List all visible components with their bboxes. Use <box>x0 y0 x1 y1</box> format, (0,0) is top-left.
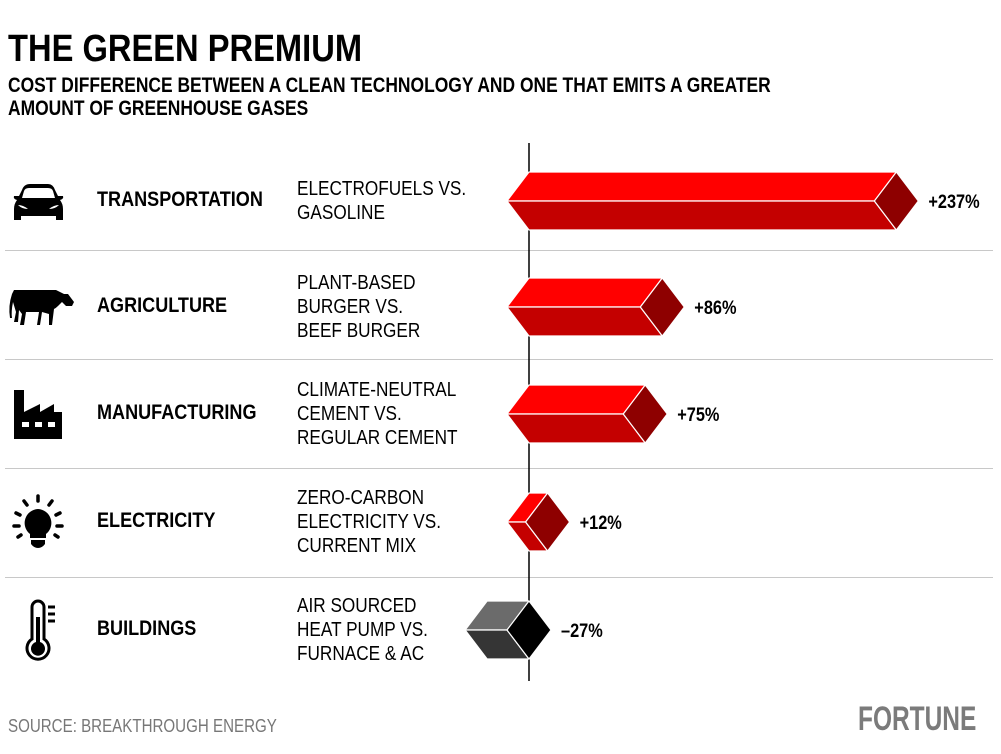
bar-bottom-face <box>506 200 897 231</box>
title-text: THE GREEN PREMIUM <box>8 28 363 70</box>
description-line: ZERO-CARBON <box>297 487 425 509</box>
value-label: +12% <box>580 512 622 533</box>
source-text: SOURCE: BREAKTHROUGH ENERGY <box>8 716 277 736</box>
bar-end-face <box>622 384 668 444</box>
category-text: BUILDINGS <box>97 617 197 640</box>
description-line: CEMENT VS. <box>297 403 402 425</box>
value-label: –27% <box>561 620 603 641</box>
bar-bottom-face <box>506 306 663 337</box>
chart-subtitle: COST DIFFERENCE BETWEEN A CLEAN TECHNOLO… <box>8 74 1001 120</box>
row-divider <box>5 250 993 251</box>
comparison-description: AIR SOURCED HEAT PUMP VS. FURNACE & AC <box>297 594 449 666</box>
thermometer-icon <box>8 597 68 661</box>
comparison-description: CLIMATE-NEUTRAL CEMENT VS. REGULAR CEMENT <box>297 378 484 450</box>
category-label: TRANSPORTATION <box>97 188 290 212</box>
bar-end-face <box>873 171 919 231</box>
bar-end-face <box>524 492 571 552</box>
description-line: CLIMATE-NEUTRAL <box>297 379 457 401</box>
category-label: BUILDINGS <box>97 617 213 641</box>
category-label: ELECTRICITY <box>97 509 235 533</box>
description-line: FURNACE & AC <box>297 643 425 665</box>
subtitle-line: COST DIFFERENCE BETWEEN A CLEAN TECHNOLO… <box>8 74 771 97</box>
factory-icon <box>8 384 68 439</box>
description-line: GASOLINE <box>297 202 385 224</box>
fortune-logo: FORTUNE <box>858 700 1001 739</box>
description-line: AIR SOURCED <box>297 595 417 617</box>
category-text: MANUFACTURING <box>97 401 257 424</box>
row-divider <box>5 468 993 469</box>
bar-bottom-face <box>506 413 646 444</box>
bar-top-face <box>506 384 646 415</box>
row-divider <box>5 577 993 578</box>
bar-end-face <box>639 277 685 337</box>
bar-end-face <box>506 600 552 660</box>
description-line: CURRENT MIX <box>297 535 417 557</box>
cow-icon <box>6 282 74 332</box>
value-label: +237% <box>928 191 980 212</box>
description-line: PLANT-BASED <box>297 272 416 294</box>
comparison-description: PLANT-BASED BURGER VS. BEEF BURGER <box>297 271 440 343</box>
bar-top-face <box>506 171 897 202</box>
source-note: SOURCE: BREAKTHROUGH ENERGY <box>8 716 328 737</box>
brand-text: FORTUNE <box>858 700 977 738</box>
description-line: ELECTRICITY VS. <box>297 511 442 533</box>
car-icon <box>8 176 68 226</box>
category-label: MANUFACTURING <box>97 401 282 425</box>
value-label: +86% <box>694 297 736 318</box>
comparison-description: ELECTROFUELS VS. GASOLINE <box>297 177 494 225</box>
description-line: REGULAR CEMENT <box>297 427 458 449</box>
lightbulb-icon <box>8 492 68 548</box>
bar-top-face <box>506 277 663 308</box>
description-line: BEEF BURGER <box>297 320 421 342</box>
row-divider <box>5 359 993 360</box>
description-line: ELECTROFUELS VS. <box>297 178 467 200</box>
description-line: HEAT PUMP VS. <box>297 619 428 641</box>
value-label: +75% <box>677 404 719 425</box>
subtitle-line: AMOUNT OF GREENHOUSE GASES <box>8 97 309 120</box>
comparison-description: ZERO-CARBON ELECTRICITY VS. CURRENT MIX <box>297 486 464 558</box>
category-label: AGRICULTURE <box>97 294 248 318</box>
category-text: TRANSPORTATION <box>97 188 263 211</box>
category-text: AGRICULTURE <box>97 294 228 317</box>
category-text: ELECTRICITY <box>97 509 216 532</box>
chart-title: THE GREEN PREMIUM <box>8 28 420 71</box>
description-line: BURGER VS. <box>297 296 404 318</box>
